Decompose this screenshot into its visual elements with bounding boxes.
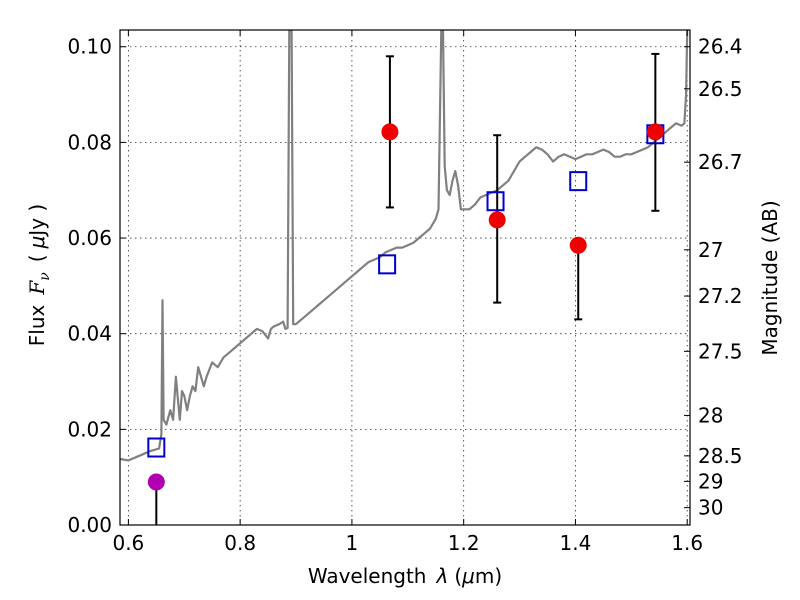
y-tick-label: 0.04 [67, 322, 112, 346]
x-tick-label: 0.8 [224, 531, 256, 555]
y2-tick-label: 27.2 [698, 284, 743, 308]
observed-flux-point [381, 123, 399, 141]
y2-tick-label: 29 [698, 469, 723, 493]
model-photometry-square [486, 191, 505, 212]
y2-tick-label: 27.5 [698, 339, 743, 363]
y-tick-label: 0.06 [67, 226, 112, 250]
observed-flux-point [569, 236, 587, 254]
y2-tick-label: 30 [698, 496, 723, 520]
model-photometry-square [569, 171, 588, 192]
y2-tick-label: 26.7 [698, 150, 743, 174]
x-tick-label: 0.6 [112, 531, 144, 555]
model-photometry-square [147, 437, 166, 458]
x-tick-label: 1 [346, 531, 359, 555]
y-tick-label: 0.02 [67, 417, 112, 441]
y2-tick-label: 28 [698, 403, 723, 427]
observed-flux-point [646, 123, 664, 141]
y2-tick-label: 26.4 [698, 35, 743, 59]
x-axis-title: Wavelength λ (μm) [308, 564, 502, 588]
y2-tick-label: 26.5 [698, 77, 743, 101]
y2-axis-title: Magnitude (AB) [758, 200, 782, 355]
y-axis-title: FluxFν(μJy ) [25, 204, 53, 346]
y-tick-label: 0.10 [67, 35, 112, 59]
y-tick-label: 0.08 [67, 130, 112, 154]
grid [120, 30, 690, 526]
x-tick-label: 1.2 [448, 531, 480, 555]
observed-flux-point [488, 211, 506, 229]
axis-ticks: 0.6 0.8 1 1.2 1.4 1.6 0.00 0.02 0.04 0.06 0.08 0.10… [67, 30, 743, 555]
x-tick-label: 1.4 [560, 531, 592, 555]
model-photometry-square [378, 254, 397, 275]
y2-tick-label: 27 [698, 238, 723, 262]
axes-frame [119, 29, 691, 526]
observed-flux-point [147, 473, 165, 491]
model-spectrum-line [120, 30, 689, 462]
x-tick-label: 1.6 [671, 531, 703, 555]
y-tick-label: 0.00 [67, 513, 112, 537]
plot-area [120, 30, 689, 525]
y2-tick-label: 28.5 [698, 444, 743, 468]
